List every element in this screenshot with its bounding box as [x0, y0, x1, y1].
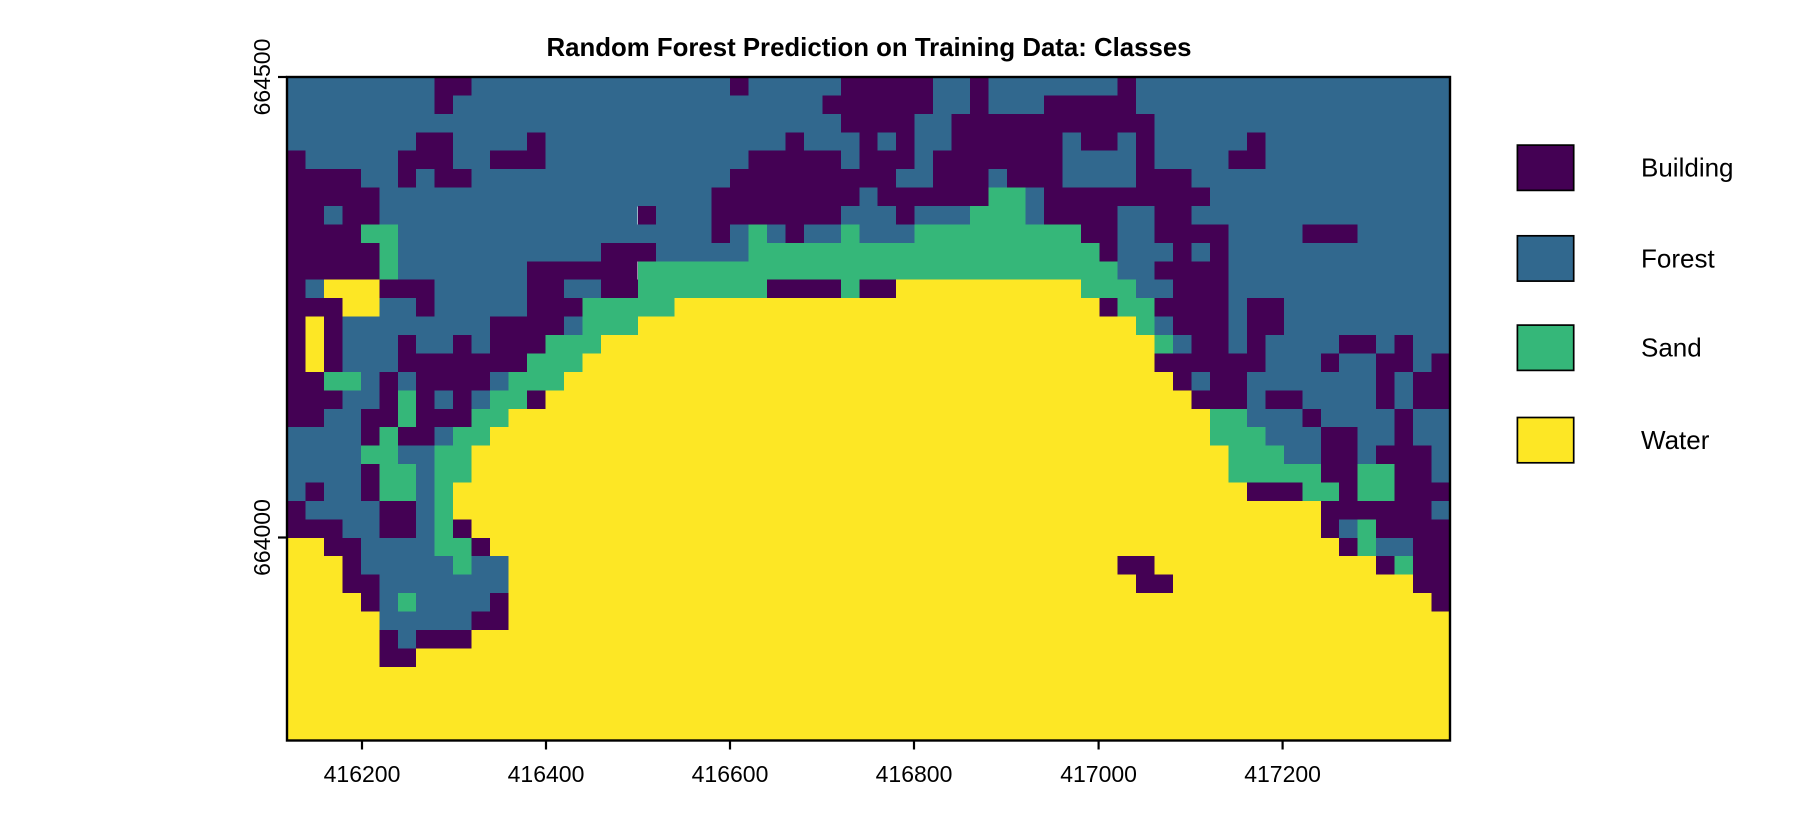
svg-text:416400: 416400: [508, 761, 585, 787]
svg-text:416200: 416200: [324, 761, 401, 787]
svg-text:417000: 417000: [1060, 761, 1137, 787]
svg-text:Forest: Forest: [1641, 243, 1715, 273]
svg-text:Building: Building: [1641, 153, 1734, 183]
svg-text:Water: Water: [1641, 425, 1710, 455]
svg-text:664000: 664000: [249, 499, 275, 576]
svg-text:664500: 664500: [249, 39, 275, 116]
svg-text:417200: 417200: [1244, 761, 1321, 787]
svg-text:Sand: Sand: [1641, 333, 1702, 363]
svg-text:416800: 416800: [876, 761, 953, 787]
svg-text:416600: 416600: [692, 761, 769, 787]
svg-text:Random Forest Prediction on Tr: Random Forest Prediction on Training Dat…: [546, 34, 1191, 62]
